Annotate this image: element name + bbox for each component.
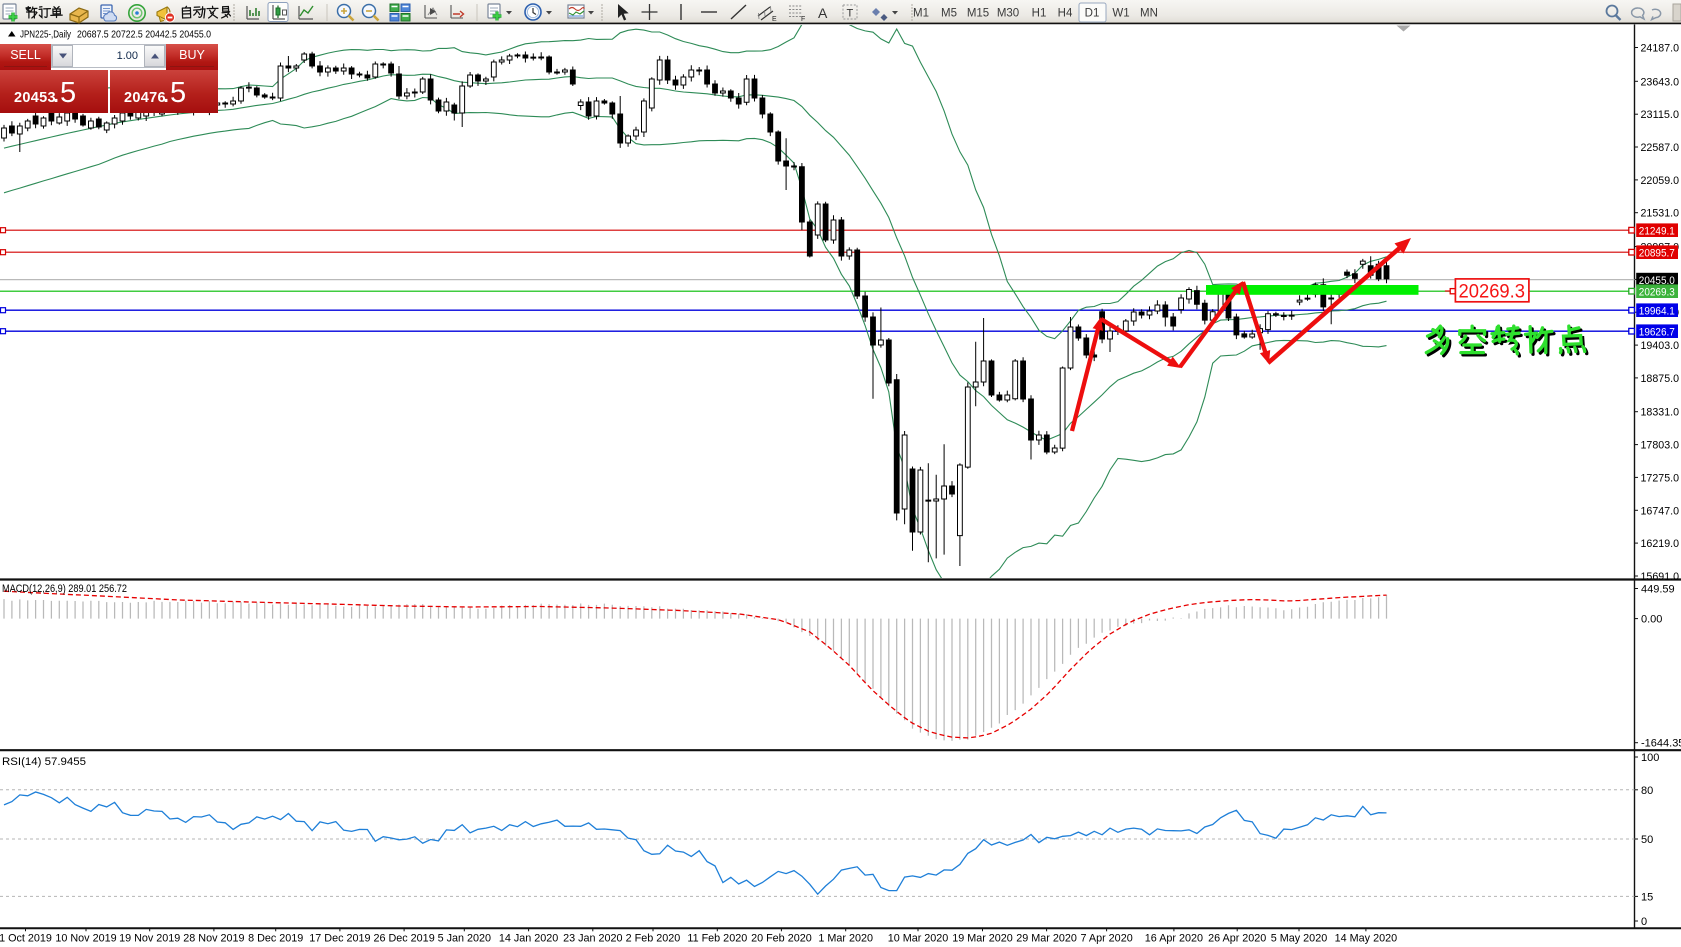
svg-text:24187.0: 24187.0 — [1641, 43, 1680, 55]
svg-text:20687.5 20722.5 20442.5 20455.: 20687.5 20722.5 20442.5 20455.0 — [77, 30, 211, 41]
svg-text:T: T — [847, 8, 854, 20]
svg-text:M5: M5 — [941, 8, 957, 20]
svg-text:15691.0: 15691.0 — [1641, 571, 1680, 583]
svg-text:19964.1: 19964.1 — [1639, 305, 1675, 317]
svg-text:20895.7: 20895.7 — [1639, 247, 1675, 259]
svg-text:19 Nov 2019: 19 Nov 2019 — [119, 933, 180, 945]
svg-text:17275.0: 17275.0 — [1641, 472, 1680, 484]
svg-text:M1: M1 — [913, 8, 929, 20]
svg-text:19403.0: 19403.0 — [1641, 340, 1680, 352]
svg-text:1 Oct 2019: 1 Oct 2019 — [0, 933, 52, 945]
svg-text:2 Feb 2020: 2 Feb 2020 — [626, 933, 681, 945]
svg-text:RSI(14) 57.9455: RSI(14) 57.9455 — [2, 756, 86, 768]
svg-text:19626.7: 19626.7 — [1639, 326, 1675, 338]
svg-text:15: 15 — [1641, 891, 1653, 903]
svg-text:D1: D1 — [1085, 8, 1100, 20]
svg-text:0: 0 — [1641, 916, 1647, 928]
svg-text:A: A — [818, 5, 828, 21]
svg-text:20455.0: 20455.0 — [1639, 275, 1675, 287]
svg-text:MACD(12,26,9) 289.01 256.72: MACD(12,26,9) 289.01 256.72 — [2, 583, 127, 595]
svg-text:50: 50 — [1641, 834, 1653, 846]
svg-text:19 Mar 2020: 19 Mar 2020 — [952, 933, 1013, 945]
svg-text:18331.0: 18331.0 — [1641, 407, 1680, 419]
svg-text:449.59: 449.59 — [1641, 584, 1675, 596]
svg-text:M30: M30 — [997, 8, 1019, 20]
svg-text:10 Nov 2019: 10 Nov 2019 — [55, 933, 116, 945]
svg-text:5 Jan 2020: 5 Jan 2020 — [438, 933, 491, 945]
svg-text:5 May 2020: 5 May 2020 — [1271, 933, 1327, 945]
svg-text:16747.0: 16747.0 — [1641, 505, 1680, 517]
svg-text:20 Feb 2020: 20 Feb 2020 — [751, 933, 812, 945]
svg-text:80: 80 — [1641, 785, 1653, 797]
svg-text:E: E — [772, 16, 777, 23]
svg-text:21249.1: 21249.1 — [1639, 225, 1675, 237]
svg-text:14 May 2020: 14 May 2020 — [1335, 933, 1397, 945]
svg-text:29 Mar 2020: 29 Mar 2020 — [1016, 933, 1077, 945]
svg-text:18875.0: 18875.0 — [1641, 373, 1680, 385]
svg-text:26 Dec 2019: 26 Dec 2019 — [373, 933, 434, 945]
svg-text:10 Mar 2020: 10 Mar 2020 — [888, 933, 949, 945]
svg-text:100: 100 — [1641, 752, 1659, 764]
svg-text:21531.0: 21531.0 — [1641, 208, 1680, 220]
svg-text:26 Apr 2020: 26 Apr 2020 — [1208, 933, 1266, 945]
svg-text:0.00: 0.00 — [1641, 614, 1662, 626]
svg-text:JPN225-,Daily: JPN225-,Daily — [20, 30, 72, 41]
svg-text:22059.0: 22059.0 — [1641, 175, 1680, 187]
svg-text:23643.0: 23643.0 — [1641, 76, 1680, 88]
svg-text:22587.0: 22587.0 — [1641, 142, 1680, 154]
svg-text:14 Jan 2020: 14 Jan 2020 — [499, 933, 558, 945]
svg-text:8 Dec 2019: 8 Dec 2019 — [248, 933, 303, 945]
svg-text:11 Feb 2020: 11 Feb 2020 — [687, 933, 747, 945]
svg-text:23115.0: 23115.0 — [1641, 109, 1680, 121]
svg-text:17803.0: 17803.0 — [1641, 440, 1680, 452]
svg-text:H1: H1 — [1032, 8, 1047, 20]
svg-text:16 Apr 2020: 16 Apr 2020 — [1145, 933, 1203, 945]
svg-text:W1: W1 — [1112, 8, 1129, 20]
svg-text:16219.0: 16219.0 — [1641, 538, 1680, 550]
svg-text:H4: H4 — [1058, 8, 1073, 20]
svg-text:M15: M15 — [967, 8, 989, 20]
svg-text:MN: MN — [1140, 8, 1158, 20]
svg-text:17 Dec 2019: 17 Dec 2019 — [309, 933, 370, 945]
svg-text:F: F — [801, 16, 805, 23]
svg-text:23 Jan 2020: 23 Jan 2020 — [563, 933, 622, 945]
svg-text:7 Apr 2020: 7 Apr 2020 — [1080, 933, 1132, 945]
svg-text:20269.3: 20269.3 — [1639, 286, 1675, 298]
svg-text:-1644.35: -1644.35 — [1641, 738, 1681, 750]
svg-text:20269.3: 20269.3 — [1459, 280, 1526, 302]
svg-text:28 Nov 2019: 28 Nov 2019 — [183, 933, 244, 945]
svg-text:1 Mar 2020: 1 Mar 2020 — [818, 933, 873, 945]
